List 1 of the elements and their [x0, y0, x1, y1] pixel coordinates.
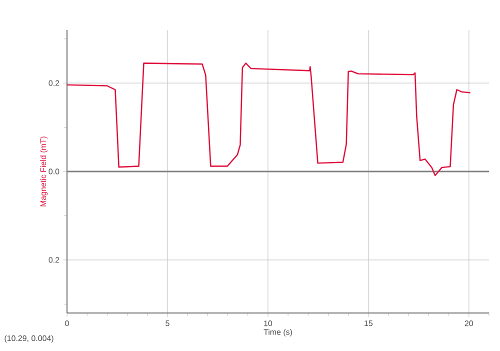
- line-series: [66, 62, 471, 176]
